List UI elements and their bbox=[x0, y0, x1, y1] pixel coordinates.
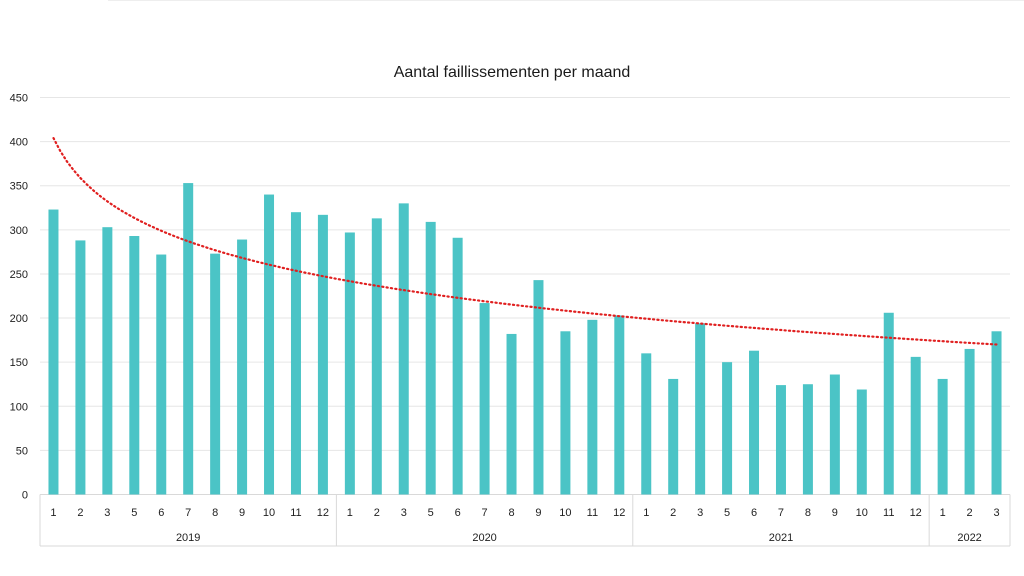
y-tick-label: 0 bbox=[22, 490, 28, 502]
bar bbox=[856, 389, 867, 495]
bar bbox=[48, 209, 59, 495]
bar bbox=[452, 237, 463, 495]
x-tick-label: 11 bbox=[883, 507, 894, 519]
bar bbox=[641, 353, 652, 495]
x-tick-label: 6 bbox=[158, 507, 164, 519]
x-tick-label: 1 bbox=[643, 507, 649, 519]
x-tick-label: 3 bbox=[697, 507, 703, 519]
x-tick-label: 7 bbox=[778, 507, 784, 519]
trendline-group bbox=[52, 137, 998, 346]
x-tick-label: 2 bbox=[967, 507, 973, 519]
bar bbox=[344, 232, 355, 495]
x-tick-label: 6 bbox=[455, 507, 461, 519]
year-label: 2022 bbox=[957, 532, 981, 544]
x-tick-label: 8 bbox=[508, 507, 514, 519]
x-tick-label: 5 bbox=[724, 507, 730, 519]
x-tick-label: 7 bbox=[482, 507, 488, 519]
x-tick-label: 9 bbox=[535, 507, 541, 519]
y-tick-label: 150 bbox=[10, 357, 28, 369]
x-tick-label: 1 bbox=[50, 507, 56, 519]
bar bbox=[802, 384, 813, 495]
x-tick-label: 12 bbox=[613, 507, 625, 519]
y-tick-label: 250 bbox=[10, 269, 28, 281]
trendline bbox=[52, 137, 998, 346]
y-tick-label: 50 bbox=[16, 445, 28, 457]
bar bbox=[129, 236, 140, 495]
x-tick-label: 8 bbox=[212, 507, 218, 519]
x-tick-label: 2 bbox=[374, 507, 380, 519]
x-tick-label: 7 bbox=[185, 507, 191, 519]
x-tick-label: 9 bbox=[239, 507, 245, 519]
bar bbox=[695, 323, 706, 495]
x-axis: 1 2 3 5 6 7 8 9 10 11 12 1 2 3 5 6 7 8 9 10 11 12 1 2 3 5 6 7 8 9 10 11… bbox=[39, 494, 1011, 547]
bar bbox=[237, 239, 248, 495]
bar bbox=[425, 221, 436, 495]
bar bbox=[317, 214, 328, 495]
bar bbox=[75, 240, 86, 495]
top-margin bbox=[0, 0, 1024, 52]
bar bbox=[668, 378, 679, 495]
bar bbox=[371, 218, 382, 495]
x-tick-label: 2 bbox=[670, 507, 676, 519]
y-tick-label: 100 bbox=[10, 401, 28, 413]
bar bbox=[479, 303, 490, 495]
bar bbox=[560, 331, 571, 495]
bar bbox=[749, 350, 760, 495]
bar bbox=[910, 356, 921, 495]
y-tick-label: 200 bbox=[10, 313, 28, 325]
x-tick-label: 8 bbox=[805, 507, 811, 519]
bar bbox=[829, 374, 840, 495]
x-tick-label: 9 bbox=[832, 507, 838, 519]
x-tick-label: 10 bbox=[559, 507, 571, 519]
bar bbox=[290, 212, 301, 495]
x-tick-label: 5 bbox=[428, 507, 434, 519]
x-tick-label: 3 bbox=[993, 507, 999, 519]
x-tick-label: 5 bbox=[131, 507, 137, 519]
bar bbox=[102, 227, 113, 495]
x-tick-label: 6 bbox=[751, 507, 757, 519]
bar bbox=[398, 203, 409, 495]
chart-title: Aantal faillissementen per maand bbox=[394, 64, 631, 81]
y-tick-label: 450 bbox=[10, 93, 28, 105]
bar bbox=[614, 315, 625, 495]
bar bbox=[937, 378, 948, 495]
bar bbox=[156, 254, 167, 495]
bar bbox=[775, 385, 786, 495]
y-tick-label: 350 bbox=[10, 181, 28, 193]
x-tick-label: 3 bbox=[401, 507, 407, 519]
x-tick-label: 12 bbox=[317, 507, 329, 519]
bar bbox=[991, 331, 1002, 495]
x-tick-label: 11 bbox=[290, 507, 301, 519]
gridlines bbox=[40, 97, 1010, 495]
bar bbox=[506, 333, 517, 495]
bar bbox=[183, 183, 194, 495]
year-label: 2019 bbox=[176, 532, 200, 544]
x-tick-label: 1 bbox=[940, 507, 946, 519]
x-tick-label: 12 bbox=[910, 507, 922, 519]
bar-series bbox=[48, 183, 1002, 495]
bar bbox=[533, 280, 544, 495]
year-label: 2020 bbox=[472, 532, 496, 544]
bar bbox=[587, 319, 598, 495]
top-divider bbox=[108, 0, 1024, 1]
bar bbox=[722, 362, 733, 495]
x-tick-label: 2 bbox=[77, 507, 83, 519]
y-axis: 0 50 100 150 200 250 300 350 400 450 bbox=[10, 93, 28, 502]
x-tick-label: 10 bbox=[856, 507, 868, 519]
year-label: 2021 bbox=[769, 532, 793, 544]
y-tick-label: 400 bbox=[10, 137, 28, 149]
x-tick-label: 10 bbox=[263, 507, 275, 519]
bar bbox=[264, 194, 275, 495]
x-tick-label: 11 bbox=[587, 507, 598, 519]
y-tick-label: 300 bbox=[10, 225, 28, 237]
bar bbox=[964, 348, 975, 495]
bar bbox=[883, 312, 894, 495]
x-tick-label: 3 bbox=[104, 507, 110, 519]
x-tick-label: 1 bbox=[347, 507, 353, 519]
bar bbox=[210, 253, 221, 495]
